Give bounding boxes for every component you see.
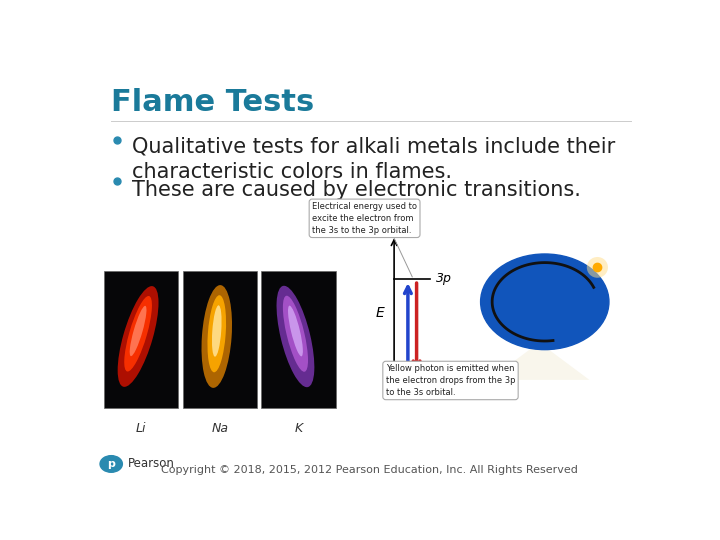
Text: p: p (107, 459, 115, 469)
Ellipse shape (276, 286, 315, 387)
FancyBboxPatch shape (183, 271, 257, 408)
Ellipse shape (125, 296, 152, 372)
Ellipse shape (207, 295, 226, 372)
Ellipse shape (130, 306, 146, 356)
Text: Copyright © 2018, 2015, 2012 Pearson Education, Inc. All Rights Reserved: Copyright © 2018, 2015, 2012 Pearson Edu… (161, 465, 577, 475)
Text: Qualitative tests for alkali metals include their
characteristic colors in flame: Qualitative tests for alkali metals incl… (132, 136, 615, 182)
Text: 3p: 3p (436, 273, 452, 286)
Text: K: K (294, 422, 302, 435)
Text: Li: Li (136, 422, 146, 435)
Circle shape (100, 456, 122, 472)
Ellipse shape (587, 257, 608, 278)
Ellipse shape (202, 285, 232, 388)
Text: Electrical energy used to
excite the electron from
the 3s to the 3p orbital.: Electrical energy used to excite the ele… (312, 202, 417, 234)
FancyBboxPatch shape (261, 271, 336, 408)
Text: Na: Na (211, 422, 228, 435)
Text: Yellow photon is emitted when
the electron drops from the 3p
to the 3s orbital.: Yellow photon is emitted when the electr… (386, 364, 516, 397)
FancyBboxPatch shape (104, 271, 178, 408)
Text: These are caused by electronic transitions.: These are caused by electronic transitio… (132, 180, 581, 200)
Text: E: E (375, 306, 384, 320)
Ellipse shape (283, 296, 308, 372)
Polygon shape (489, 342, 590, 380)
Ellipse shape (117, 286, 158, 387)
Text: 3s: 3s (436, 369, 451, 382)
Ellipse shape (212, 305, 222, 357)
Text: Pearson: Pearson (128, 457, 175, 470)
Ellipse shape (288, 306, 303, 356)
Text: Flame Tests: Flame Tests (111, 87, 315, 117)
Circle shape (480, 254, 609, 349)
